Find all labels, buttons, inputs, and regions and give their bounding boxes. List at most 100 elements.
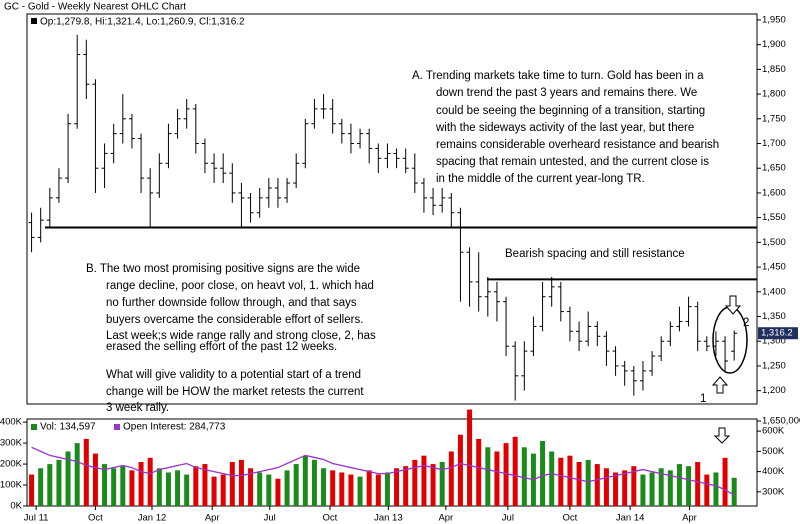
volume-bar: [29, 474, 35, 506]
volume-bar: [184, 474, 190, 506]
volume-bar: [476, 438, 482, 506]
volume-bar: [311, 459, 317, 506]
x-tick-label: Jan 14: [616, 513, 645, 524]
volume-bar: [731, 477, 737, 506]
volume-bar: [686, 466, 692, 506]
volume-bar: [74, 443, 80, 506]
volume-bar: [330, 470, 336, 506]
volume-bar: [138, 461, 144, 506]
volume-bar: [631, 466, 637, 506]
volume-bar: [38, 468, 44, 506]
volume-bar: [585, 459, 591, 506]
open-interest-line: [31, 446, 735, 496]
volume-bar: [83, 438, 89, 506]
volume-bar: [257, 472, 263, 506]
y2-tick-label: 500K: [762, 446, 785, 457]
volume-bar: [193, 466, 199, 506]
note-line: range decline, poor close, on heavt vol,…: [106, 280, 374, 292]
volume-bar: [175, 470, 181, 506]
volume-bar: [321, 468, 327, 506]
x-tick-label: Apr: [205, 513, 220, 524]
y-tick-label: 1,300: [762, 336, 786, 347]
volume-bar: [366, 470, 372, 506]
volume-bar: [613, 472, 619, 506]
volume-bar: [640, 474, 646, 506]
chart-title: GC - Gold - Weekly Nearest OHLC Chart: [4, 2, 186, 13]
volume-bar: [594, 464, 600, 506]
y-tick-label: 1,250: [762, 360, 786, 371]
x-tick-label: Jul: [502, 513, 514, 524]
note-line: 3 week rally.: [106, 402, 169, 414]
volume-bar: [302, 455, 308, 506]
volume-bar: [293, 464, 299, 506]
legend-swatch: [31, 18, 37, 24]
y2-tick-label: 300K: [762, 486, 785, 497]
oi-swatch: [114, 424, 120, 430]
volume-bar: [111, 468, 117, 506]
note-line: down trend the past 3 years and remains …: [436, 87, 697, 99]
volume-bar: [229, 461, 235, 506]
x-tick-label: Jul: [264, 513, 276, 524]
volume-bar: [211, 476, 217, 506]
legend-entry: Open Interest: 284,773: [123, 422, 226, 433]
y-tick-label: 1,350: [762, 311, 786, 322]
volume-bar: [348, 474, 354, 506]
volume-bar: [102, 464, 108, 506]
x-tick-label: Oct: [88, 513, 103, 524]
label-2: 2: [743, 317, 749, 329]
y-tick-label: 1,450: [762, 262, 786, 273]
volume-bar: [695, 461, 701, 506]
volume-bar: [558, 457, 564, 506]
volume-bar: [494, 451, 500, 506]
volume-bar: [412, 459, 418, 506]
y-tick-label: 1,850: [762, 64, 786, 75]
last-price-box: [758, 327, 798, 340]
volume-bar: [485, 447, 491, 506]
volume-bar: [567, 455, 573, 506]
x-tick-label: Jul 11: [24, 513, 49, 524]
legend-entry: Vol: 134,597: [40, 422, 96, 433]
volume-bar: [713, 472, 719, 506]
note-line: buyers overcame the considerable effort …: [106, 314, 363, 326]
x-tick-label: Jan 13: [374, 513, 403, 524]
volume-bar: [47, 464, 53, 506]
volume-bar: [576, 461, 582, 506]
volume-bar: [448, 451, 454, 506]
volume-bar: [722, 457, 728, 506]
y-tick-label: 1,200: [762, 385, 786, 396]
y-tick-label: 1,750: [762, 113, 786, 124]
volume-bar: [156, 468, 162, 506]
volume-bar: [238, 459, 244, 506]
y-tick-label: 1,600: [762, 187, 786, 198]
x-tick-label: Oct: [323, 513, 338, 524]
y-tick-label: 1,550: [762, 212, 786, 223]
price-panel: [26, 13, 758, 405]
note-line: with the sideways activity of the last y…: [435, 122, 694, 134]
volume-bar: [65, 451, 71, 506]
volume-bar: [403, 466, 409, 506]
volume-bar: [248, 468, 254, 506]
y-tick-label: 1,650: [762, 163, 786, 174]
x-tick-label: Apr: [438, 513, 453, 524]
y2-tick-label: 400K: [762, 466, 785, 477]
note-line: spacing that remain untested, and the cu…: [436, 156, 709, 168]
y-tick-label: 1,800: [762, 89, 786, 100]
volume-bar: [622, 470, 628, 506]
volume-bar: [357, 476, 363, 506]
y-tick-label: 300K: [0, 438, 23, 449]
volume-bar: [512, 436, 518, 506]
volume-bar: [704, 474, 710, 506]
volume-bar: [266, 474, 272, 506]
volume-bar: [549, 451, 555, 506]
last-price-label: 1,316.2: [761, 328, 793, 339]
y-tick-label: 1,400: [762, 286, 786, 297]
note-line: remains considerable overheard resistanc…: [436, 139, 719, 151]
y2-tick-label: 1,650,000: [762, 416, 800, 427]
annotation-a: A. Trending markets take time to turn. G…: [412, 70, 719, 185]
y-tick-label: 1,700: [762, 138, 786, 149]
label-1: 1: [700, 393, 706, 405]
volume-bar: [56, 459, 62, 506]
volume-bar: [339, 472, 345, 506]
volume-bar: [503, 443, 509, 506]
volume-bar: [202, 464, 208, 506]
